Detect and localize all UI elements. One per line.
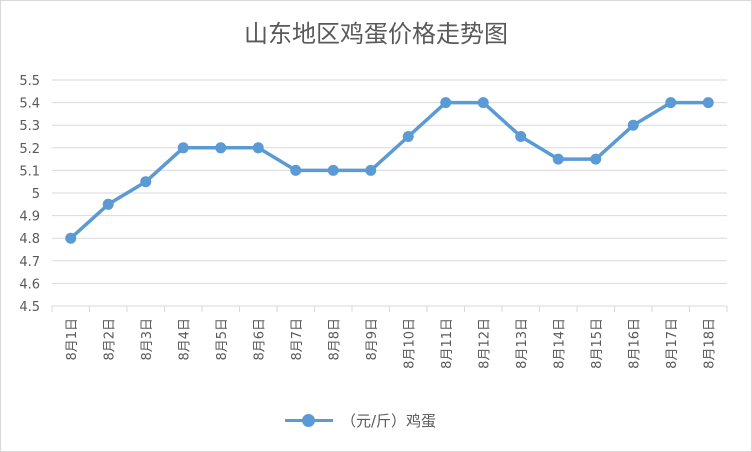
x-tick-label: 8月3日 [140, 318, 155, 361]
x-tick-label: 8月5日 [215, 318, 230, 361]
x-tick-label: 8月4日 [177, 318, 192, 361]
data-point [177, 142, 189, 154]
legend: （元/斤）鸡蛋 [285, 408, 436, 432]
x-tick-label: 8月1日 [65, 318, 80, 361]
data-point [102, 198, 114, 210]
x-tick-label: 8月7日 [290, 318, 305, 361]
x-tick-label: 8月6日 [252, 318, 267, 361]
x-tick-label: 8月13日 [515, 318, 530, 369]
data-point [590, 153, 602, 165]
y-tick-label: 5.5 [19, 74, 40, 89]
x-tick-label: 8月2日 [102, 318, 117, 361]
x-tick-label: 8月15日 [590, 318, 605, 369]
data-point [215, 142, 227, 154]
y-tick-label: 4.7 [19, 255, 40, 270]
data-point [477, 97, 489, 109]
series-line [69, 100, 709, 240]
y-tick-label: 5.2 [19, 142, 40, 157]
y-tick-label: 5.4 [19, 97, 40, 112]
data-point [627, 119, 639, 131]
data-point [327, 164, 339, 176]
x-tick-label: 8月12日 [477, 318, 492, 369]
x-tick-label: 8月14日 [552, 318, 567, 369]
data-point [365, 164, 377, 176]
y-tick-label: 5.1 [19, 164, 40, 179]
data-point [402, 131, 414, 142]
y-tick-label: 4.8 [19, 232, 40, 247]
y-tick-label: 4.6 [19, 277, 40, 292]
y-tick-label: 4.5 [19, 300, 40, 315]
data-point [140, 176, 152, 188]
x-tick-label: 8月8日 [327, 318, 342, 361]
data-point [665, 97, 677, 109]
x-tick-label: 8月10日 [402, 318, 417, 369]
data-point [440, 97, 452, 109]
y-tick-label: 5 [32, 187, 40, 202]
x-tick-label: 8月9日 [365, 318, 380, 361]
x-tick-label: 8月11日 [440, 318, 455, 369]
legend-marker [285, 413, 333, 427]
y-tick-label: 5.3 [19, 119, 40, 134]
legend-label: （元/斤）鸡蛋 [341, 411, 437, 430]
y-tick-label: 4.9 [19, 210, 40, 225]
data-point [552, 153, 564, 165]
x-tick-label: 8月18日 [702, 318, 717, 369]
chart-title: 山东地区鸡蛋价格走势图 [244, 20, 508, 48]
data-point [290, 164, 302, 176]
x-tick-label: 8月17日 [665, 318, 680, 369]
data-point [252, 142, 264, 154]
data-point [702, 97, 714, 109]
x-tick-label: 8月16日 [627, 318, 642, 369]
data-point [515, 131, 527, 142]
data-point [65, 232, 77, 244]
